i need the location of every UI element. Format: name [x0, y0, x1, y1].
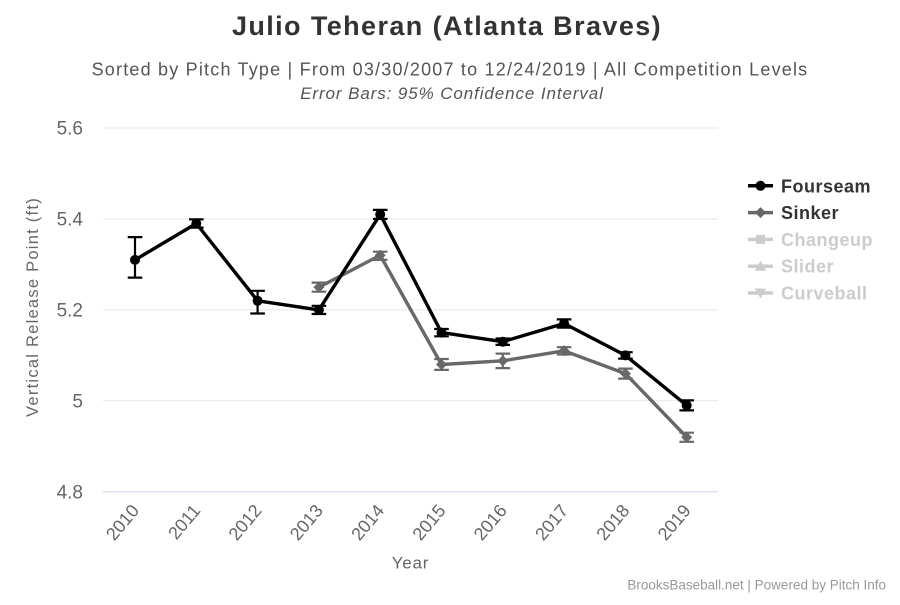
svg-text:Error Bars: 95% Confidence Int: Error Bars: 95% Confidence Interval	[300, 84, 604, 103]
svg-text:5.6: 5.6	[57, 119, 83, 140]
svg-text:Julio Teheran (Atlanta Braves): Julio Teheran (Atlanta Braves)	[232, 11, 662, 41]
svg-text:BrooksBaseball.net | Powered b: BrooksBaseball.net | Powered by Pitch In…	[627, 578, 886, 593]
svg-text:4.8: 4.8	[57, 482, 83, 503]
svg-text:Sorted by Pitch Type | From 03: Sorted by Pitch Type | From 03/30/2007 t…	[92, 60, 809, 80]
svg-text:Year: Year	[392, 554, 430, 573]
svg-text:Fourseam: Fourseam	[781, 176, 871, 196]
svg-text:5.4: 5.4	[57, 209, 84, 230]
svg-text:Curveball: Curveball	[781, 284, 868, 304]
svg-text:Changeup: Changeup	[781, 230, 873, 250]
svg-text:Slider: Slider	[781, 257, 834, 277]
svg-text:5.2: 5.2	[57, 300, 83, 321]
svg-text:Vertical Release Point (ft): Vertical Release Point (ft)	[24, 197, 42, 417]
svg-text:5: 5	[72, 391, 83, 412]
svg-text:Sinker: Sinker	[781, 203, 839, 223]
